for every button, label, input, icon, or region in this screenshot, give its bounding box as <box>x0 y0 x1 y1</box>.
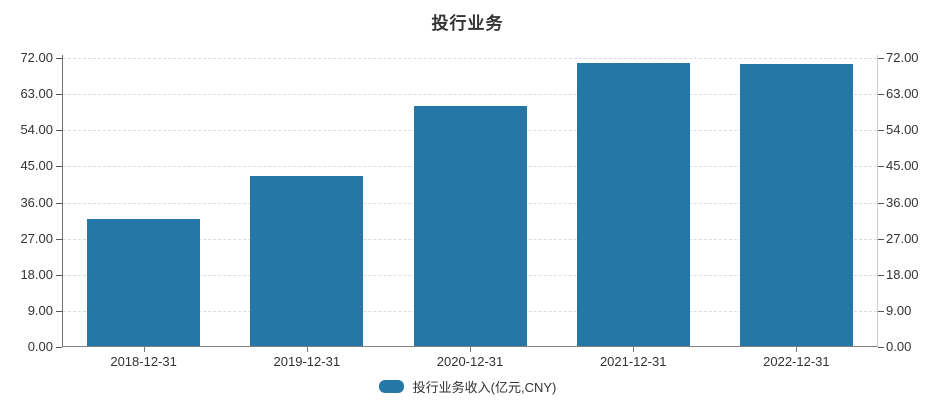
y-axis-label-right: 63.00 <box>886 86 919 102</box>
y-axis-tick-right <box>878 94 884 96</box>
y-axis-label-right: 0.00 <box>886 339 912 354</box>
y-axis-tick-right <box>878 202 884 204</box>
y-axis-tick-right <box>878 274 884 276</box>
plot-area <box>62 55 878 347</box>
y-axis-label-left: 72.00 <box>20 50 53 65</box>
y-axis-tick-left <box>56 310 62 312</box>
y-axis-label-left: 54.00 <box>20 122 53 138</box>
y-axis-tick-left <box>56 130 62 132</box>
x-axis-tick <box>796 347 798 352</box>
bar[interactable] <box>413 106 527 346</box>
y-axis-label-left: 63.00 <box>20 86 53 102</box>
bar[interactable] <box>250 176 364 346</box>
y-axis-label-right: 18.00 <box>886 266 919 282</box>
y-axis-label-right: 45.00 <box>886 158 919 174</box>
y-axis-tick-left <box>56 94 62 96</box>
y-axis-label-right: 27.00 <box>886 230 919 246</box>
bar[interactable] <box>739 64 853 346</box>
y-axis-label-left: 27.00 <box>20 230 53 246</box>
y-axis-tick-right <box>878 238 884 240</box>
y-axis-tick-right <box>878 130 884 132</box>
legend-label: 投行业务收入(亿元,CNY) <box>412 380 557 395</box>
y-axis-tick-left <box>56 238 62 240</box>
y-axis-label-right: 9.00 <box>886 302 912 318</box>
x-axis-label: 2019-12-31 <box>273 354 341 369</box>
y-axis-label-right: 36.00 <box>886 194 919 210</box>
bar[interactable] <box>576 63 690 346</box>
x-axis-tick <box>633 347 635 352</box>
y-axis-label-left: 0.00 <box>27 339 53 354</box>
y-axis-tick-left <box>56 58 62 59</box>
x-axis-tick <box>143 347 145 352</box>
x-axis-label: 2018-12-31 <box>110 354 177 369</box>
y-axis-tick-right <box>878 310 884 312</box>
y-axis-label-left: 45.00 <box>20 158 53 174</box>
y-axis-label-left: 9.00 <box>27 302 53 318</box>
x-axis-label: 2022-12-31 <box>763 354 830 369</box>
y-axis-tick-left <box>56 347 62 348</box>
y-axis-label-left: 18.00 <box>20 266 53 282</box>
y-axis-label-right: 54.00 <box>886 122 919 138</box>
y-axis-tick-left <box>56 202 62 204</box>
y-axis-label-left: 36.00 <box>20 194 53 210</box>
legend-swatch <box>378 380 404 393</box>
gridline <box>63 58 877 59</box>
y-axis-tick-left <box>56 274 62 276</box>
y-axis-tick-right <box>878 166 884 168</box>
chart-title: 投行业务 <box>431 14 504 33</box>
x-axis-tick <box>470 347 471 352</box>
x-axis-tick <box>306 347 308 352</box>
bar[interactable] <box>87 219 201 346</box>
x-axis-label: 2021-12-31 <box>599 354 667 369</box>
y-axis-tick-right <box>878 347 884 348</box>
legend-item[interactable]: 投行业务收入(亿元,CNY) <box>0 377 935 396</box>
y-axis-tick-left <box>56 166 62 168</box>
x-axis-label: 2020-12-31 <box>436 354 504 369</box>
gridline <box>63 94 877 96</box>
y-axis-tick-right <box>878 58 884 59</box>
y-axis-label-right: 72.00 <box>886 50 919 65</box>
